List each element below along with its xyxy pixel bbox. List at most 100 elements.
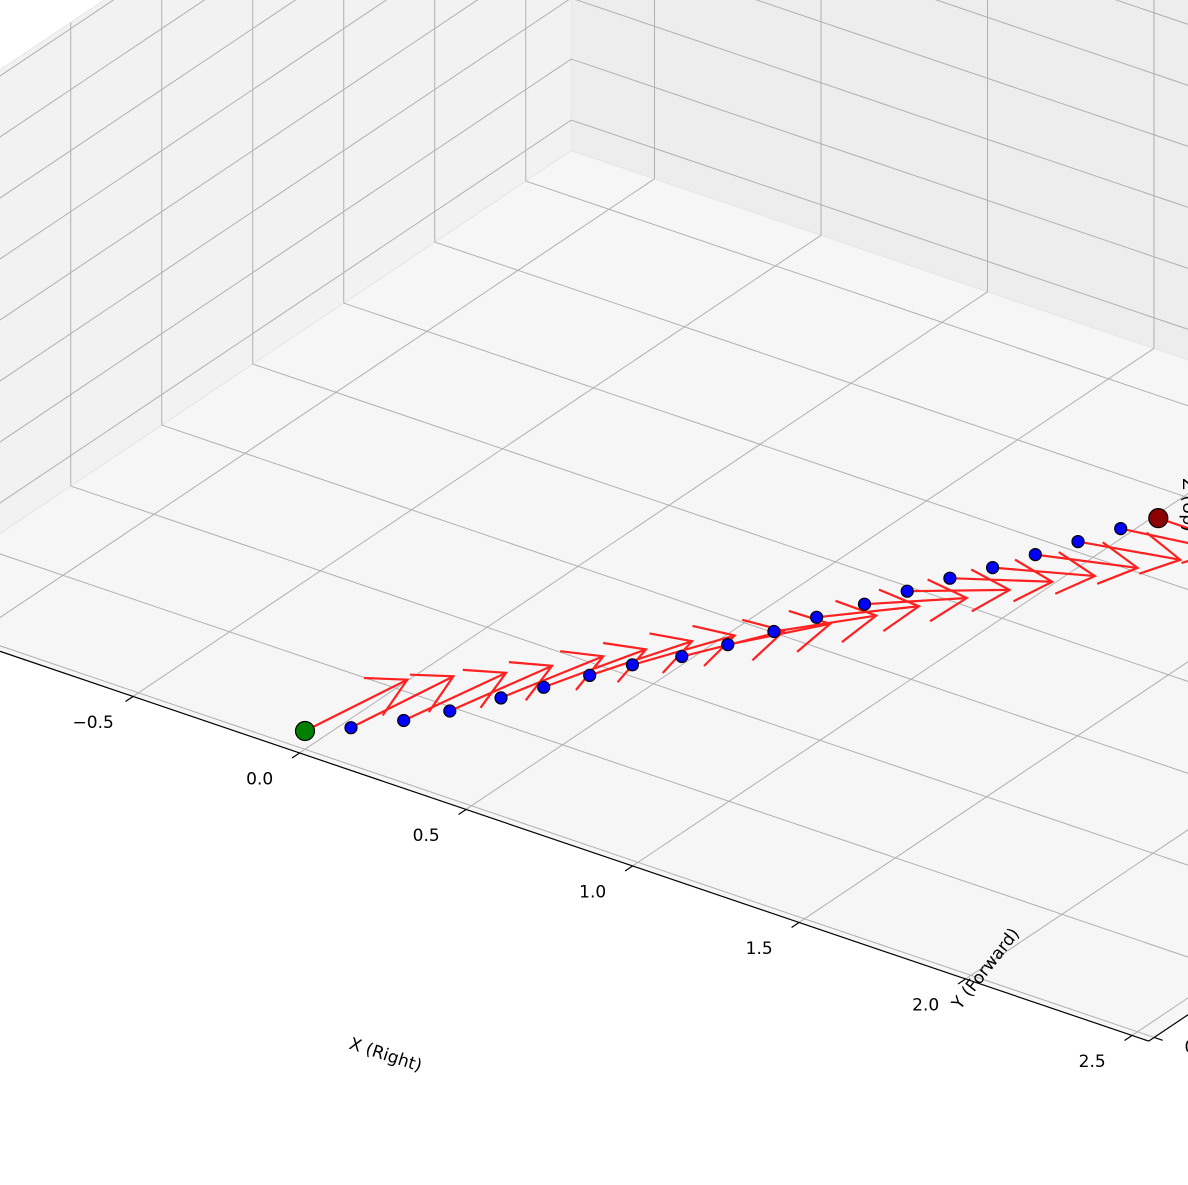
- x-tick-mark: [458, 808, 467, 815]
- grid-line-z-left: [0, 58, 572, 443]
- x-tick-label: 1.0: [579, 883, 606, 903]
- grid-line-y-floor: [70, 485, 1188, 866]
- x-tick-mark: [125, 695, 134, 702]
- trajectory-point: [767, 624, 781, 639]
- arrow-shaft: [816, 605, 920, 619]
- arrow-head: [927, 578, 970, 623]
- arrow-head: [1096, 541, 1140, 585]
- arrow-shaft: [864, 596, 967, 606]
- arrow-shaft: [949, 577, 1053, 583]
- grid-line-x-floor: [465, 347, 1155, 810]
- grid-line-z-back: [571, 119, 1188, 330]
- left-pane: [0, 0, 572, 535]
- arrow-head: [1138, 531, 1183, 575]
- grid-line-y-floor: [434, 241, 1188, 499]
- trajectory-point: [809, 610, 824, 624]
- trajectory-point: [1114, 521, 1128, 536]
- axis-panes: [0, 0, 1188, 1042]
- arrow-shaft: [992, 566, 1096, 578]
- grid-line-y-floor: [252, 363, 1188, 682]
- arrow-shaft: [632, 634, 736, 666]
- grid-line-z-left: [0, 0, 479, 321]
- x-tick-label: 0.5: [413, 826, 440, 846]
- trajectory-point: [443, 704, 457, 718]
- grid-line-z-back: [575, 0, 1188, 208]
- arrow-shaft: [773, 614, 877, 633]
- arrow-shaft: [543, 648, 647, 689]
- grid-lines: [0, 0, 1188, 1038]
- grid-line-z-left: [0, 0, 388, 260]
- arrow-head: [409, 673, 456, 713]
- arrow-shaft: [304, 678, 408, 732]
- grid-line-y-floor: [0, 645, 1155, 1038]
- x-tick-mark: [957, 978, 966, 985]
- grid-line-z-left: [0, 0, 297, 199]
- arrow-shaft: [350, 675, 454, 729]
- grid-line-z-left: [0, 119, 572, 504]
- x-tick-label: 0.0: [246, 770, 273, 790]
- trajectory-point: [675, 649, 689, 664]
- x-axis-label: X (Right): [347, 1034, 425, 1076]
- grid-line-y-floor: [525, 180, 1188, 407]
- arrow-head: [363, 676, 410, 717]
- arrow-shaft: [500, 655, 604, 699]
- trajectory-point: [494, 691, 508, 705]
- grid-line-z-left: [0, 0, 570, 382]
- arrow-head: [970, 568, 1012, 613]
- tick-labels: −1.0−0.50.00.51.01.52.02.50.00.51.01.52.…: [73, 713, 1188, 1072]
- trajectory-point: [721, 637, 735, 652]
- arrow-head: [692, 624, 737, 667]
- back-pane: [570, 0, 1188, 361]
- grid-line-x-floor: [632, 493, 1188, 867]
- end-point: [1148, 507, 1169, 529]
- grid-line-x-floor: [798, 661, 1188, 923]
- trajectory-point: [943, 571, 957, 585]
- arrow-head: [878, 588, 922, 633]
- trajectory-point: [344, 721, 358, 735]
- arrow-head: [1013, 558, 1055, 603]
- arrow-head: [835, 599, 879, 643]
- x-tick-label: 2.0: [912, 996, 939, 1016]
- arrow-head: [602, 641, 649, 683]
- trajectory-point: [857, 597, 872, 611]
- y-tick-label: 0.0: [1185, 1038, 1188, 1058]
- trajectory-point: [625, 658, 640, 672]
- arrow-shaft: [589, 640, 693, 677]
- arrow-head: [462, 668, 509, 709]
- grid-line-x-floor: [965, 829, 1188, 980]
- grid-line-x-floor: [0, 178, 655, 619]
- y-tick-mark: [1153, 1036, 1163, 1041]
- x-tick-label: −0.5: [73, 713, 114, 733]
- grid-line-y-floor: [343, 302, 1188, 591]
- z-axis-label: Z (Up): [1178, 478, 1188, 532]
- start-point: [294, 720, 316, 742]
- direction-arrows: [304, 517, 1188, 732]
- grid-line-y-floor: [0, 553, 1188, 958]
- x-tick-label: 1.5: [746, 939, 773, 959]
- x-axis-line: [0, 650, 1149, 1042]
- grid-line-z-back: [755, 0, 1188, 147]
- arrow-shaft: [403, 671, 507, 722]
- arrow-shaft: [1077, 540, 1181, 561]
- trajectory-point: [900, 584, 914, 598]
- arrow-shaft: [449, 664, 553, 713]
- trajectory-point: [985, 560, 1000, 575]
- trajectory-point: [583, 668, 597, 683]
- grid-line-z-back: [571, 58, 1188, 269]
- arrow-head: [649, 632, 695, 674]
- trajectory-point: [1071, 534, 1085, 549]
- trajectory-point: [397, 713, 411, 728]
- grid-line-x-floor: [299, 291, 988, 754]
- arrow-shaft: [1035, 553, 1138, 570]
- trajectory-point: [537, 680, 551, 694]
- arrow-shaft: [1120, 527, 1188, 545]
- x-tick-label: 2.5: [1079, 1052, 1106, 1072]
- axis-lines: [0, 650, 1188, 1042]
- trajectory-points: [294, 507, 1169, 742]
- grid-line-x-floor: [132, 234, 822, 697]
- x-tick-mark: [791, 921, 800, 928]
- x-tick-mark: [624, 865, 633, 872]
- trajectory-point: [1028, 547, 1042, 562]
- x-tick-mark: [1124, 1034, 1133, 1041]
